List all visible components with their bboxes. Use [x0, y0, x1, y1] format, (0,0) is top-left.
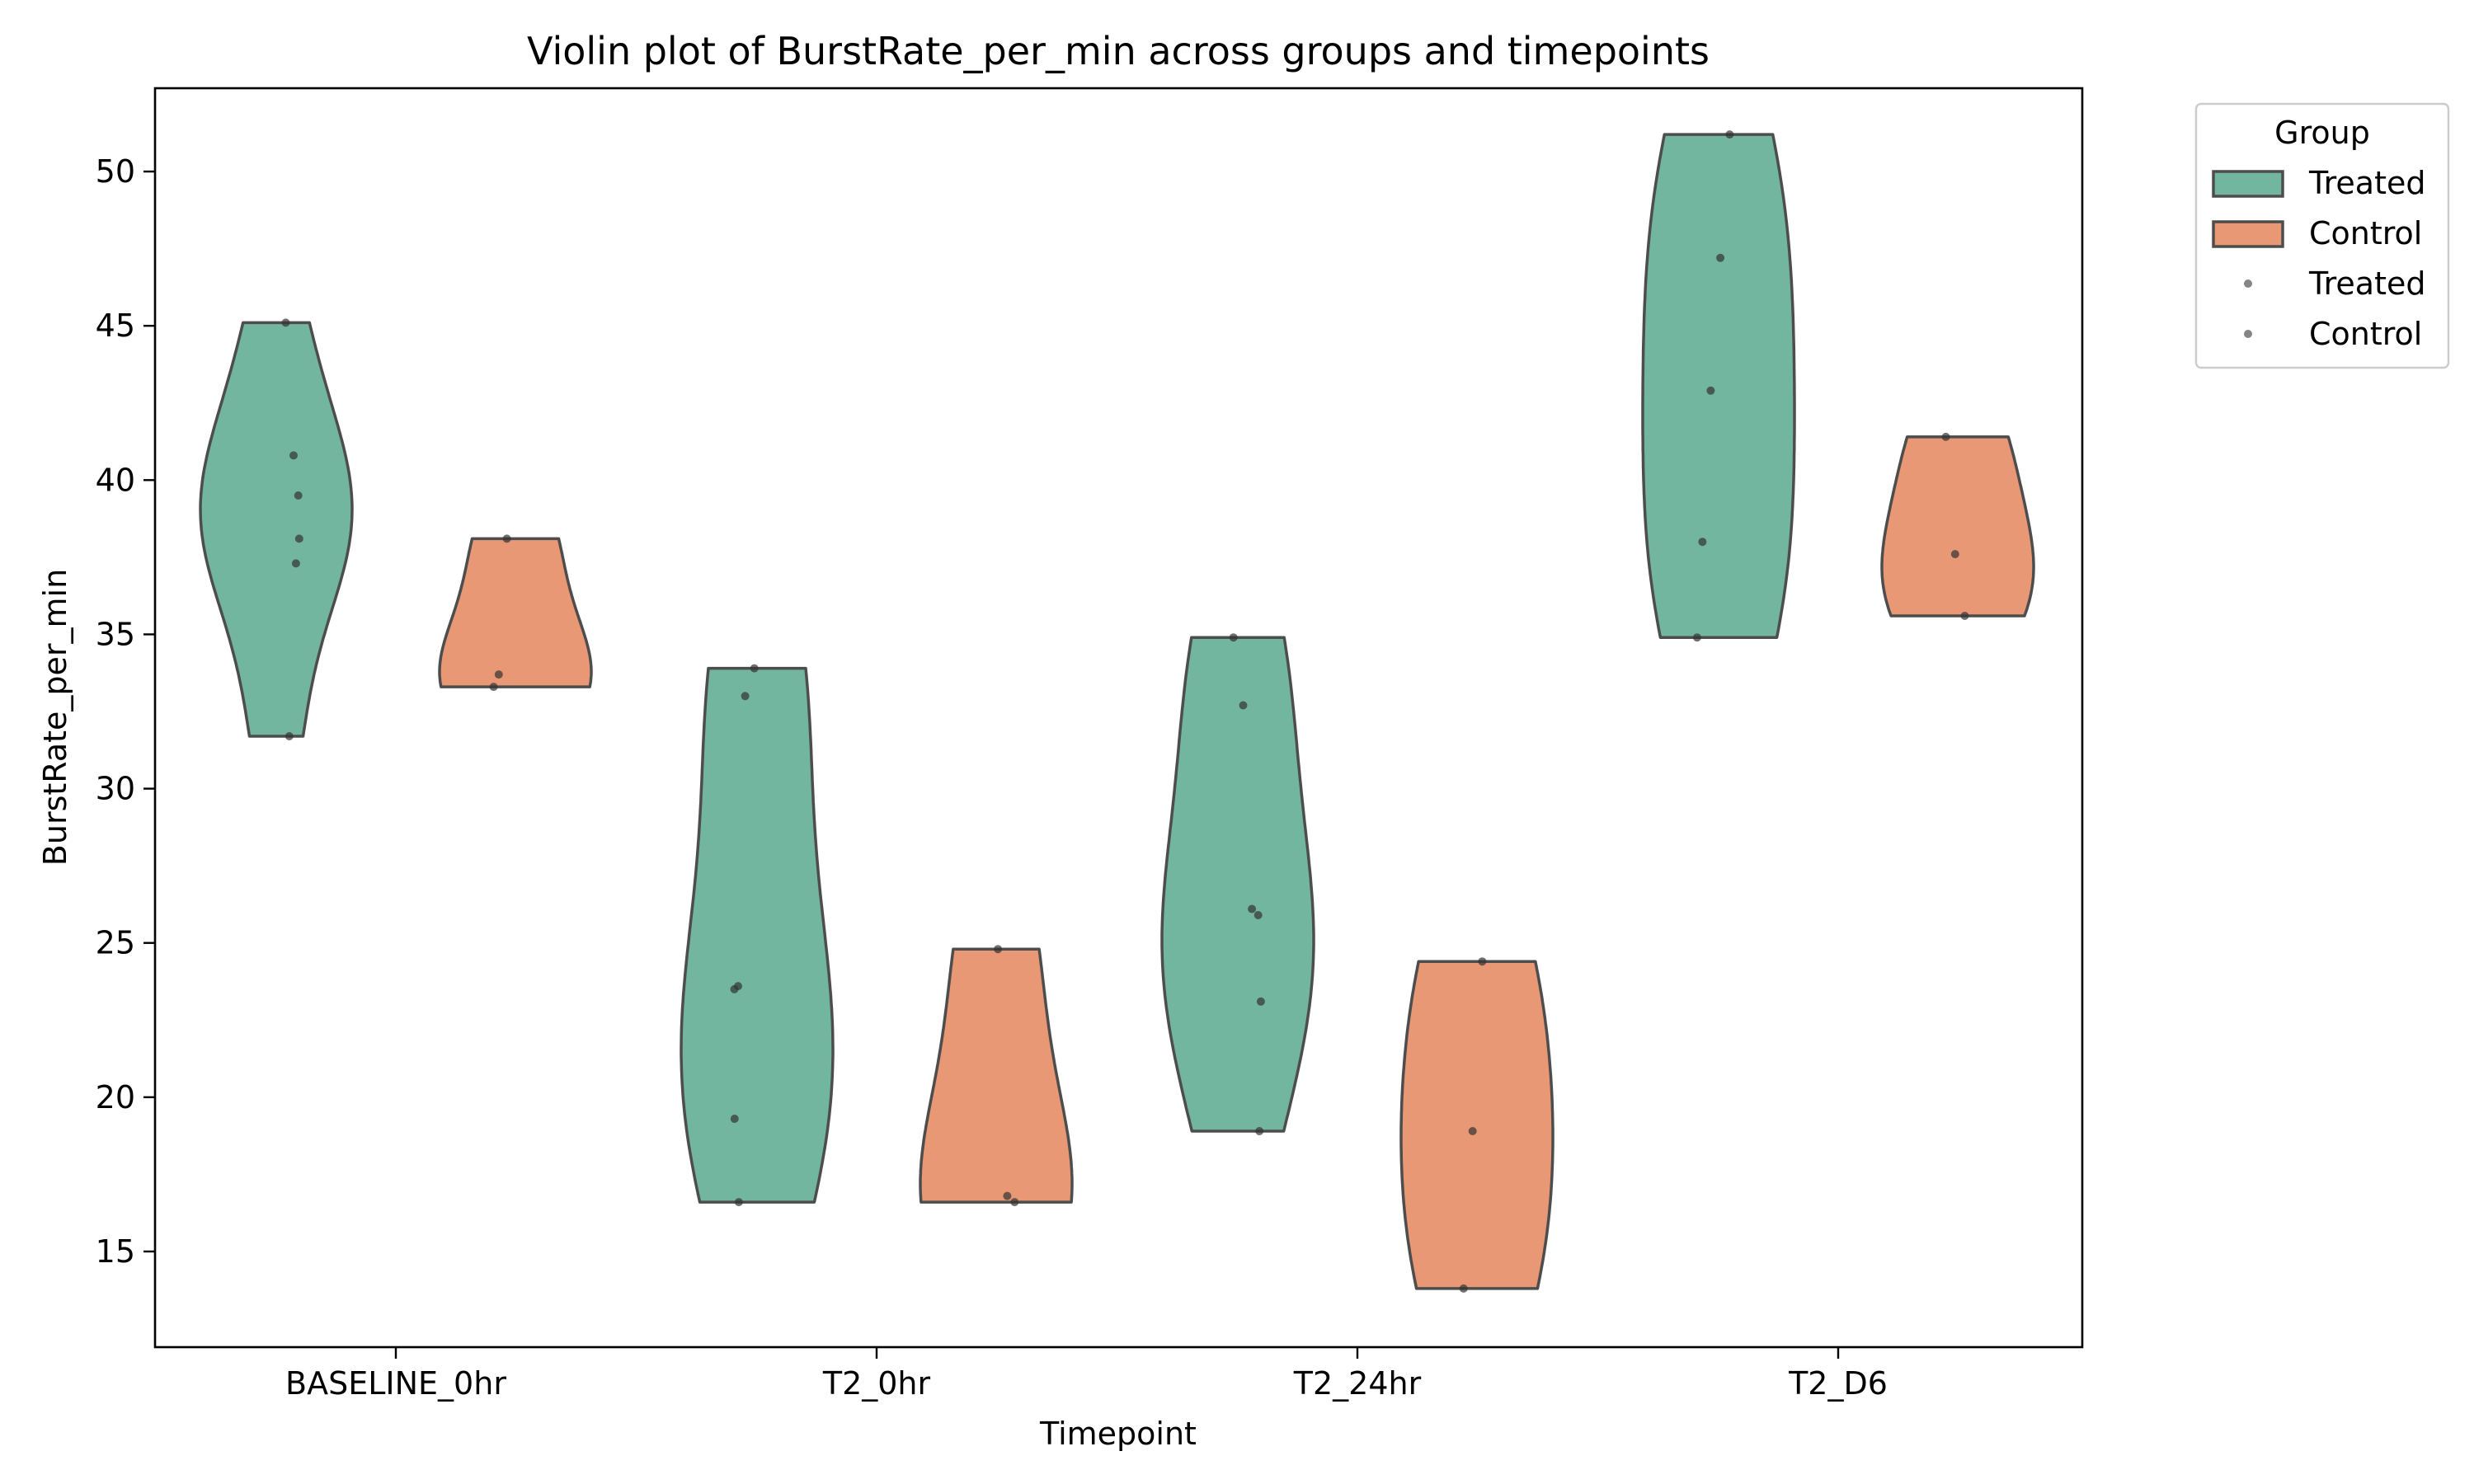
y-tick-label: 30: [96, 771, 135, 807]
y-tick-label: 45: [96, 308, 135, 344]
violin-treated-T2_D6: [1641, 133, 1796, 639]
data-point-treated: [1716, 253, 1725, 262]
data-point-control: [1010, 1198, 1019, 1207]
violin-control-BASELINE_0hr: [438, 537, 593, 688]
data-point-control: [1960, 612, 1969, 620]
data-point-control: [1941, 432, 1950, 441]
violin-treated-T2_24hr: [1160, 636, 1315, 1133]
data-point-control: [1468, 1127, 1477, 1135]
data-point-treated: [1725, 130, 1734, 139]
y-axis: 15 20 25 30 35 40 45 50: [96, 153, 155, 1270]
data-point-treated: [289, 451, 298, 460]
data-point-treated: [1253, 911, 1263, 919]
data-point-control: [1459, 1284, 1468, 1293]
data-point-control: [494, 670, 503, 679]
data-point-treated: [1239, 701, 1248, 710]
legend-label-treated: Treated: [2308, 165, 2425, 201]
y-tick-label: 15: [96, 1233, 135, 1270]
x-tick-label: T2_D6: [1788, 1365, 1888, 1402]
data-point-treated: [291, 559, 300, 568]
data-point-treated: [1698, 538, 1707, 547]
violin-treated-T2_0hr: [680, 666, 835, 1204]
legend-swatch-treated: [2212, 170, 2284, 198]
x-axis-label: Timepoint: [1039, 1416, 1197, 1452]
data-point-treated: [294, 534, 303, 543]
data-point-treated: [741, 692, 750, 701]
data-point-control: [1003, 1191, 1012, 1200]
legend: Group Treated Control Treated Control: [2194, 102, 2450, 369]
violin-layer: [199, 133, 2035, 1290]
y-tick-label: 50: [96, 153, 135, 190]
violin-control-T2_0hr: [919, 947, 1074, 1204]
legend-label-control: Control: [2309, 316, 2422, 352]
violin-control-T2_24hr: [1399, 960, 1554, 1290]
legend-marker-treated: [2244, 279, 2252, 288]
legend-marker-control: [2244, 330, 2252, 338]
data-point-treated: [285, 732, 294, 740]
data-point-treated: [294, 491, 303, 500]
x-tick-label: BASELINE_0hr: [285, 1365, 506, 1402]
point-layer: [281, 130, 1969, 1293]
data-point-control: [994, 945, 1003, 954]
data-point-treated: [1248, 904, 1257, 913]
data-point-treated: [750, 664, 759, 673]
data-point-control: [502, 534, 511, 543]
violin-control-T2_D6: [1880, 435, 2035, 618]
y-tick-label: 20: [96, 1079, 135, 1115]
data-point-control: [1478, 957, 1487, 966]
legend-title: Group: [2274, 115, 2370, 151]
plot-area-frame: [153, 87, 2084, 1349]
data-point-treated: [1229, 633, 1238, 642]
legend-swatch-control: [2212, 220, 2284, 248]
legend-label-treated: Treated: [2308, 265, 2425, 302]
data-point-treated: [1256, 997, 1265, 1006]
legend-box: [2194, 102, 2450, 369]
data-point-treated: [730, 984, 739, 993]
legend-label-control: Control: [2309, 215, 2422, 251]
chart-title: Violin plot of BurstRate_per_min across …: [527, 29, 1710, 73]
data-point-treated: [1706, 386, 1715, 395]
data-point-treated: [1255, 1127, 1264, 1135]
data-point-control: [1950, 550, 1959, 559]
y-tick-label: 25: [96, 925, 135, 961]
data-point-treated: [281, 318, 290, 327]
data-point-control: [489, 683, 498, 692]
x-tick-label: T2_24hr: [1293, 1365, 1422, 1402]
data-point-treated: [734, 1198, 743, 1207]
x-axis: BASELINE_0hr T2_0hr T2_24hr T2_D6: [285, 1347, 1888, 1402]
y-tick-label: 40: [96, 462, 135, 498]
y-tick-label: 35: [96, 616, 135, 652]
y-axis-label: BurstRate_per_min: [37, 569, 73, 866]
violin-treated-BASELINE_0hr: [199, 321, 354, 738]
data-point-treated: [1692, 633, 1701, 642]
x-tick-label: T2_0hr: [822, 1365, 931, 1402]
data-point-treated: [730, 1115, 739, 1123]
